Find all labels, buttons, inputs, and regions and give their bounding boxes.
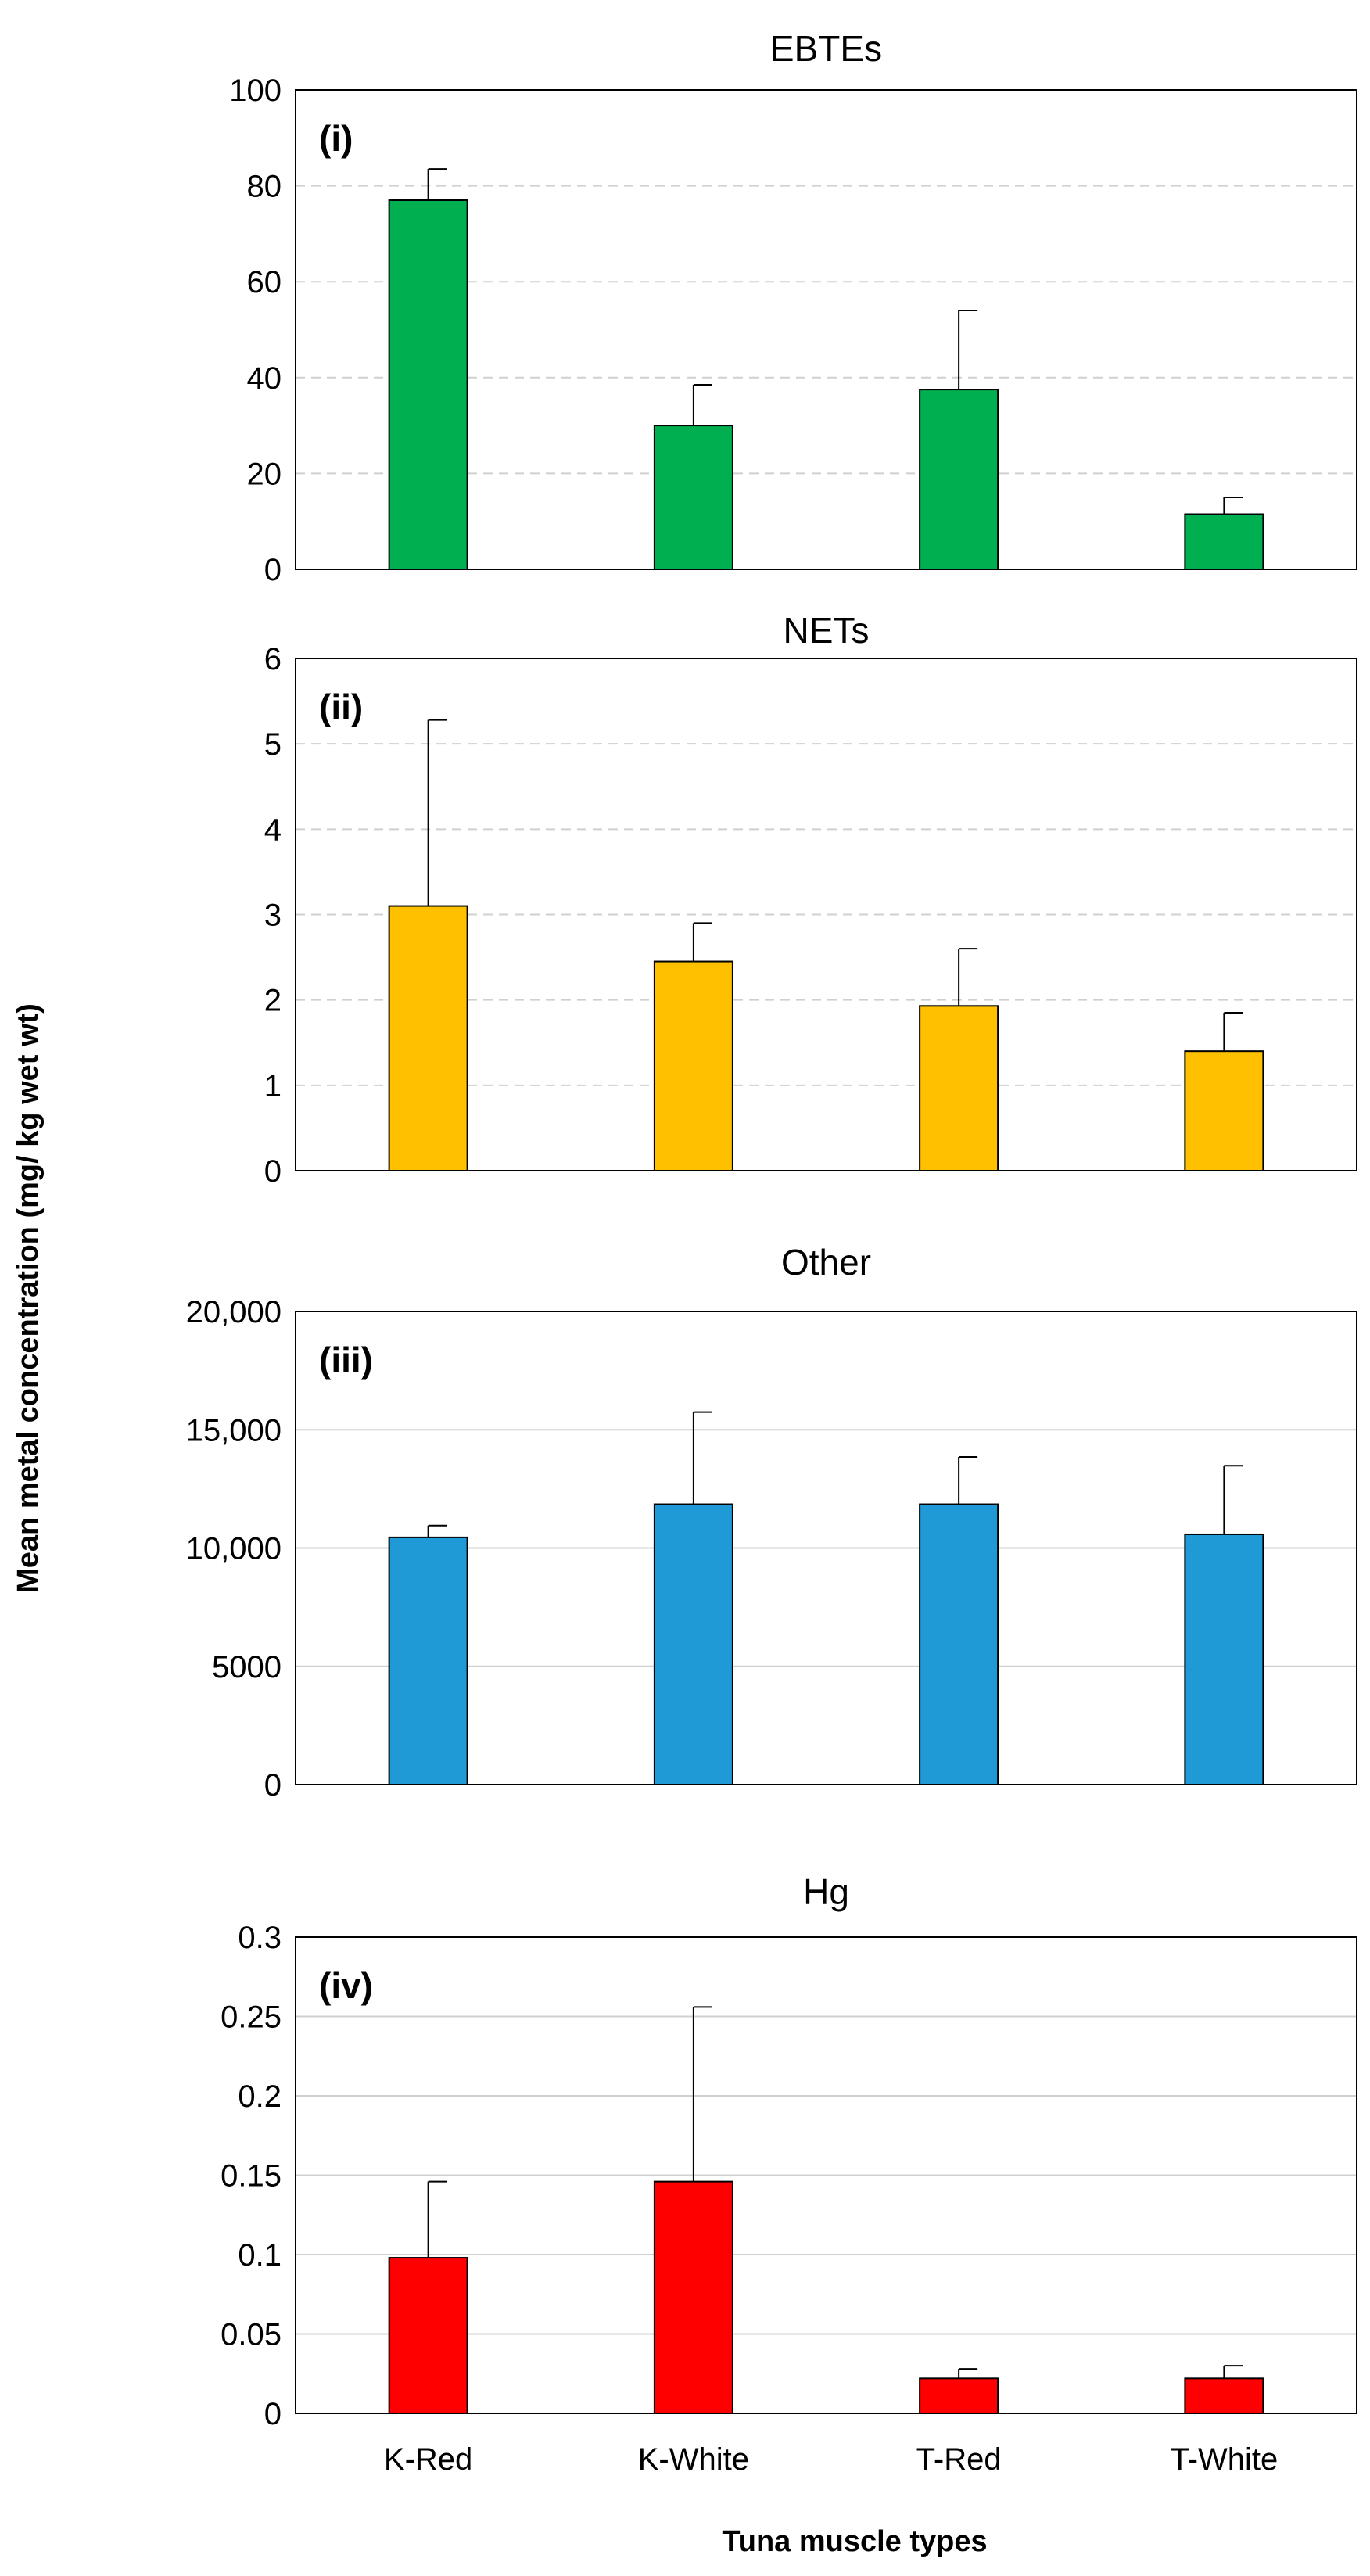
bar-k-red <box>388 2257 468 2415</box>
bar-t-white <box>1184 513 1264 571</box>
y-tick-label: 100 <box>229 74 282 108</box>
bar-t-red <box>919 1503 999 1785</box>
y-tick-label: 1 <box>264 1069 282 1103</box>
bar-k-white <box>653 960 733 1171</box>
y-tick-label: 20 <box>247 457 282 491</box>
chart-title: NETs <box>784 610 870 651</box>
y-tick-label: 60 <box>247 265 282 300</box>
bar-k-red <box>388 199 468 571</box>
chart-panel-3: 0 5000 10,000 15,000 20,000 Other (iii) <box>186 1242 1357 1803</box>
plot-area-border <box>295 89 1357 570</box>
bar-k-white <box>653 2180 733 2415</box>
x-tick-label: T-White <box>1170 2442 1278 2477</box>
y-tick-label: 0.15 <box>221 2159 282 2194</box>
y-tick-label: 0.1 <box>238 2238 282 2273</box>
panel-label: (ii) <box>319 687 363 727</box>
x-tick-label: K-Red <box>384 2442 472 2477</box>
panel-label: (iv) <box>319 1965 373 2006</box>
bar-k-white <box>653 425 733 570</box>
y-tick-label: 0.25 <box>221 2000 282 2035</box>
bar-t-red <box>919 389 999 570</box>
y-tick-label: 0.05 <box>221 2318 282 2352</box>
y-tick-label: 0.3 <box>238 1921 282 1955</box>
panel-label: (iii) <box>319 1340 373 1380</box>
y-axis-label: Mean metal concentration (mg/ kg wet wt) <box>12 1003 45 1593</box>
y-tick-label: 0 <box>264 553 282 587</box>
chart-title: Other <box>781 1242 871 1283</box>
y-tick-label: 15,000 <box>186 1413 282 1448</box>
chart-title: EBTEs <box>770 28 882 69</box>
y-tick-label: 10,000 <box>186 1532 282 1566</box>
panels: 0 20 40 60 80 100 EBTEs (i) 0 1 2 3 4 5 6 NETs (ii) 0 5000… <box>186 28 1357 2477</box>
chart-panel-2: 0 1 2 3 4 5 6 NETs (ii) <box>264 610 1357 1189</box>
y-tick-label: 4 <box>264 813 282 847</box>
y-tick-label: 3 <box>264 899 282 933</box>
bar-t-red <box>919 1005 999 1172</box>
plot-area-border <box>295 1936 1357 2414</box>
bar-t-white <box>1184 1050 1264 1171</box>
bar-k-white <box>653 1503 733 1785</box>
bar-k-red <box>388 1536 468 1785</box>
x-tick-label: T-Red <box>916 2442 1002 2477</box>
plot-area-border <box>295 1311 1357 1785</box>
x-tick-label: K-White <box>638 2442 749 2477</box>
chart-title: Hg <box>803 1871 849 1912</box>
y-tick-label: 0 <box>264 1154 282 1189</box>
y-tick-label: 20,000 <box>186 1295 282 1329</box>
y-tick-label: 2 <box>264 984 282 1018</box>
bar-t-white <box>1184 1533 1264 1785</box>
bar-t-red <box>919 2377 999 2415</box>
bar-t-white <box>1184 2377 1264 2415</box>
x-axis-label: Tuna muscle types <box>722 2525 987 2558</box>
chart-panel-4: 0 0.05 0.1 0.15 0.2 0.25 0.3 Hg (iv) K-Red K-White… <box>221 1871 1357 2477</box>
panel-label: (i) <box>319 118 353 159</box>
y-tick-label: 0.2 <box>238 2079 282 2114</box>
y-tick-label: 0 <box>264 2397 282 2431</box>
y-tick-label: 40 <box>247 361 282 396</box>
bar-k-red <box>388 905 468 1172</box>
y-tick-label: 6 <box>264 642 282 676</box>
y-tick-label: 5 <box>264 727 282 762</box>
y-tick-label: 80 <box>247 170 282 204</box>
y-tick-label: 5000 <box>212 1650 282 1684</box>
y-tick-label: 0 <box>264 1768 282 1803</box>
plot-area-border <box>295 658 1357 1171</box>
chart-panel-1: 0 20 40 60 80 100 EBTEs (i) <box>229 28 1357 587</box>
